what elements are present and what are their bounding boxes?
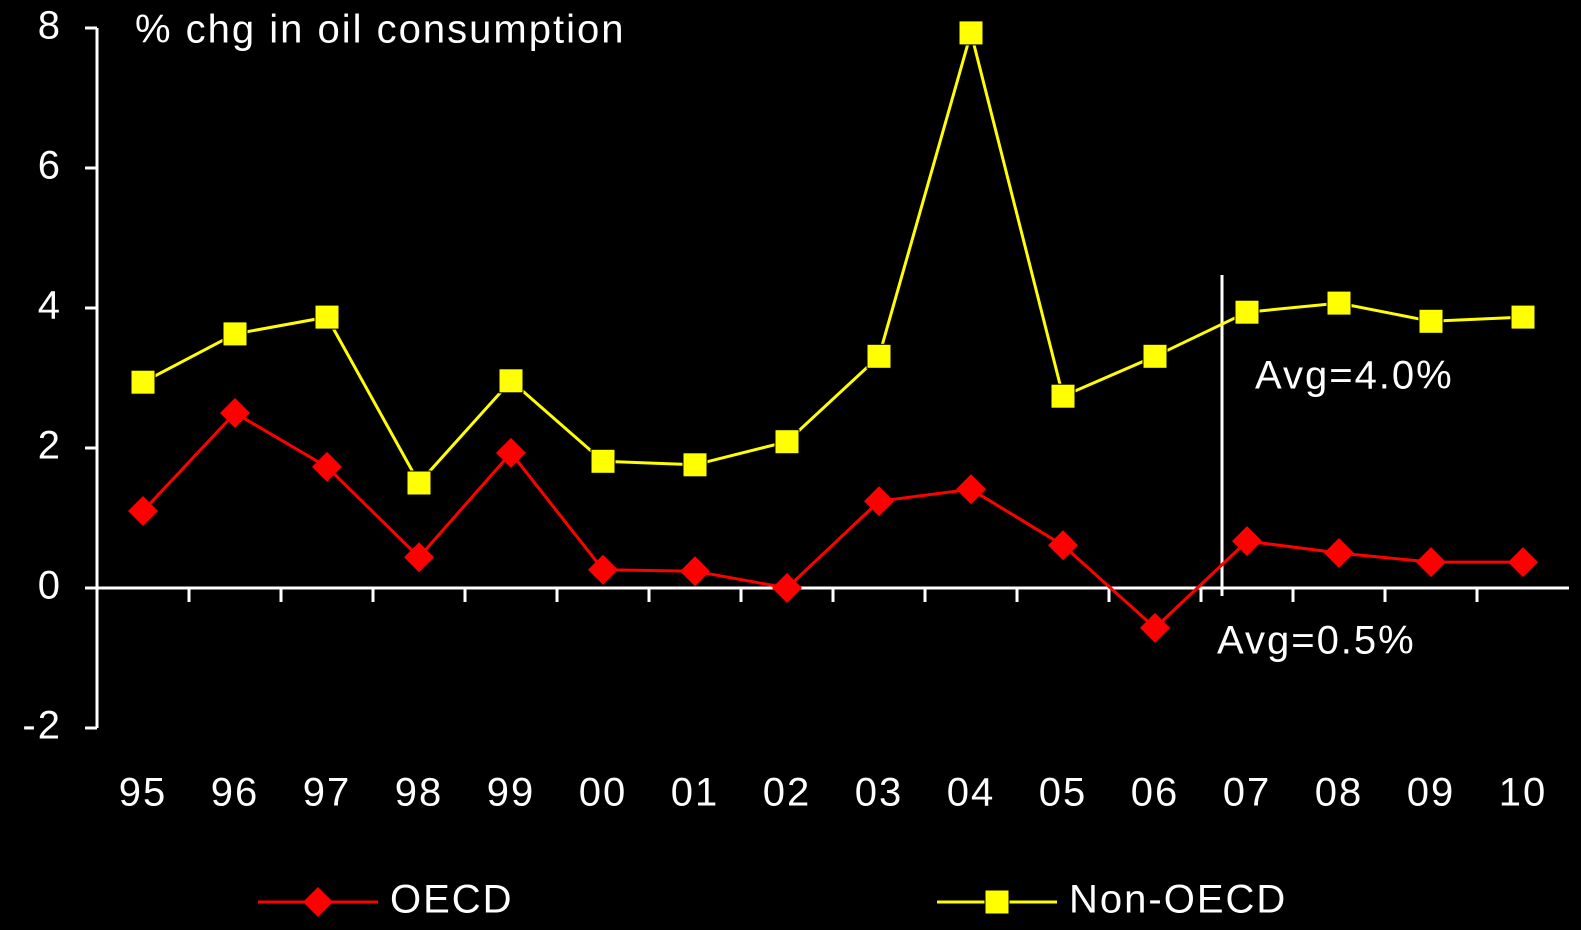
legend-label: OECD: [390, 878, 514, 922]
x-tick-label: 08: [1315, 771, 1364, 815]
marker: [312, 451, 342, 482]
series-line: [141, 411, 1523, 630]
marker: [772, 573, 802, 603]
marker: [1142, 343, 1168, 369]
x-tick-label: 03: [855, 771, 904, 815]
marker: [1418, 308, 1444, 334]
x-tick-label: 05: [1039, 771, 1088, 815]
marker: [222, 321, 248, 347]
marker: [1048, 530, 1078, 561]
y-tick-label: 8: [38, 4, 62, 48]
marker: [303, 887, 333, 917]
x-tick-label: 98: [395, 771, 444, 815]
marker: [984, 889, 1010, 915]
marker: [1234, 299, 1260, 325]
marker: [128, 496, 158, 526]
marker: [1508, 547, 1538, 578]
marker: [1232, 526, 1262, 557]
x-tick-label: 10: [1499, 771, 1548, 815]
x-tick-label: 95: [119, 771, 168, 815]
marker: [590, 448, 616, 474]
y-tick-label: 4: [38, 284, 62, 328]
marker: [864, 486, 894, 517]
marker: [314, 304, 340, 330]
marker: [498, 368, 524, 394]
x-tick-label: 04: [947, 771, 996, 815]
x-tick-label: 02: [763, 771, 812, 815]
x-tick-label: 09: [1407, 771, 1456, 815]
marker: [404, 542, 434, 573]
marker: [866, 343, 892, 369]
marker: [1416, 547, 1446, 578]
marker: [1140, 612, 1170, 643]
marker: [496, 437, 526, 468]
x-tick-label: 96: [211, 771, 260, 815]
series-line: [142, 27, 1524, 486]
marker: [956, 474, 986, 505]
legend-label: Non-OECD: [1069, 878, 1287, 922]
y-tick-label: 6: [38, 144, 62, 188]
x-tick-label: 06: [1131, 771, 1180, 815]
marker: [958, 20, 984, 46]
marker: [680, 556, 710, 587]
annotation: Avg=0.5%: [1217, 619, 1416, 663]
y-tick-label: 0: [38, 564, 62, 608]
y-tick-label: 2: [38, 424, 62, 468]
marker: [1324, 538, 1354, 568]
y-tick-label: -2: [22, 704, 62, 748]
marker: [406, 470, 432, 496]
marker: [1050, 383, 1076, 409]
marker: [1510, 304, 1536, 330]
x-tick-label: 97: [303, 771, 352, 815]
marker: [220, 398, 250, 428]
marker: [682, 452, 708, 478]
marker: [1326, 290, 1352, 316]
x-tick-label: 01: [671, 771, 720, 815]
x-tick-label: 99: [487, 771, 536, 815]
x-tick-label: 00: [579, 771, 628, 815]
marker: [774, 429, 800, 455]
marker: [130, 369, 156, 395]
chart-title: % chg in oil consumption: [135, 8, 625, 52]
annotation: Avg=4.0%: [1255, 354, 1454, 398]
x-tick-label: 07: [1223, 771, 1272, 815]
marker: [588, 554, 618, 585]
